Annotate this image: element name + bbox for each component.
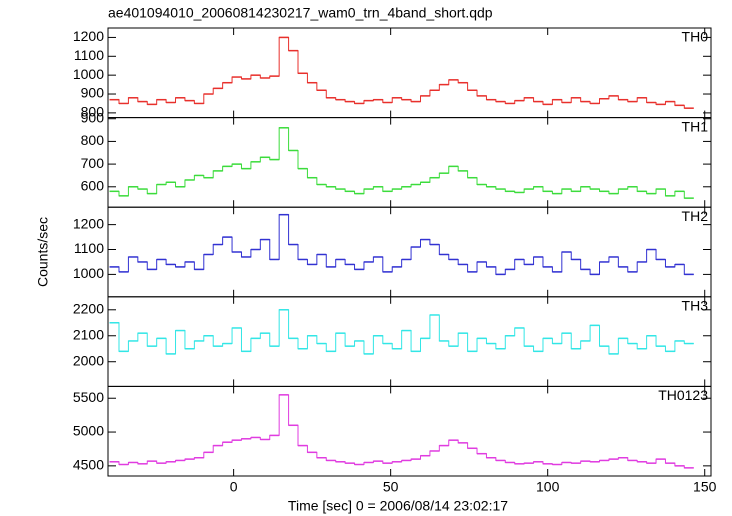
y-tick-label: 2100 xyxy=(73,326,104,342)
y-tick-label: 1100 xyxy=(74,47,104,63)
legend-label: TH3 xyxy=(682,298,709,314)
x-tick-label: 0 xyxy=(230,479,238,495)
y-tick-label: 2200 xyxy=(73,300,104,316)
step-connector xyxy=(109,214,694,275)
legend-label: TH0123 xyxy=(658,387,708,403)
y-tick-label: 1000 xyxy=(73,66,104,82)
panel-frame xyxy=(107,206,712,298)
y-tick-label: 800 xyxy=(81,104,105,120)
y-tick-label: 5500 xyxy=(73,389,104,405)
x-axis-label: Time [sec] 0 = 2006/08/14 23:02:17 xyxy=(288,498,508,514)
y-tick-label: 700 xyxy=(81,155,105,171)
step-connector xyxy=(109,394,694,469)
y-tick-label: 1100 xyxy=(74,240,104,256)
step-connector xyxy=(109,127,694,199)
panel-frame xyxy=(107,117,712,208)
y-tick-label: 900 xyxy=(81,109,105,125)
chart-title: ae401094010_20060814230217_wam0_trn_4ban… xyxy=(108,5,493,21)
legend-label: TH1 xyxy=(682,118,709,134)
step-connector xyxy=(109,309,694,355)
y-tick-label: 800 xyxy=(81,132,105,148)
x-tick-label: 50 xyxy=(383,479,399,495)
y-tick-label: 600 xyxy=(81,177,105,193)
legend-label: TH0 xyxy=(682,29,709,45)
y-tick-label: 900 xyxy=(81,85,105,101)
legend-label: TH2 xyxy=(682,208,709,224)
y-tick-label: 1200 xyxy=(73,28,104,44)
y-tick-label: 1200 xyxy=(73,215,104,231)
y-axis-label: Counts/sec xyxy=(35,217,51,287)
panel-frame xyxy=(107,385,712,477)
y-tick-label: 5000 xyxy=(73,423,104,439)
y-tick-label: 4500 xyxy=(73,457,104,473)
y-tick-label: 1000 xyxy=(73,265,104,281)
x-tick-label: 100 xyxy=(536,479,560,495)
x-tick-label: 150 xyxy=(693,479,717,495)
y-tick-label: 2000 xyxy=(73,352,104,368)
